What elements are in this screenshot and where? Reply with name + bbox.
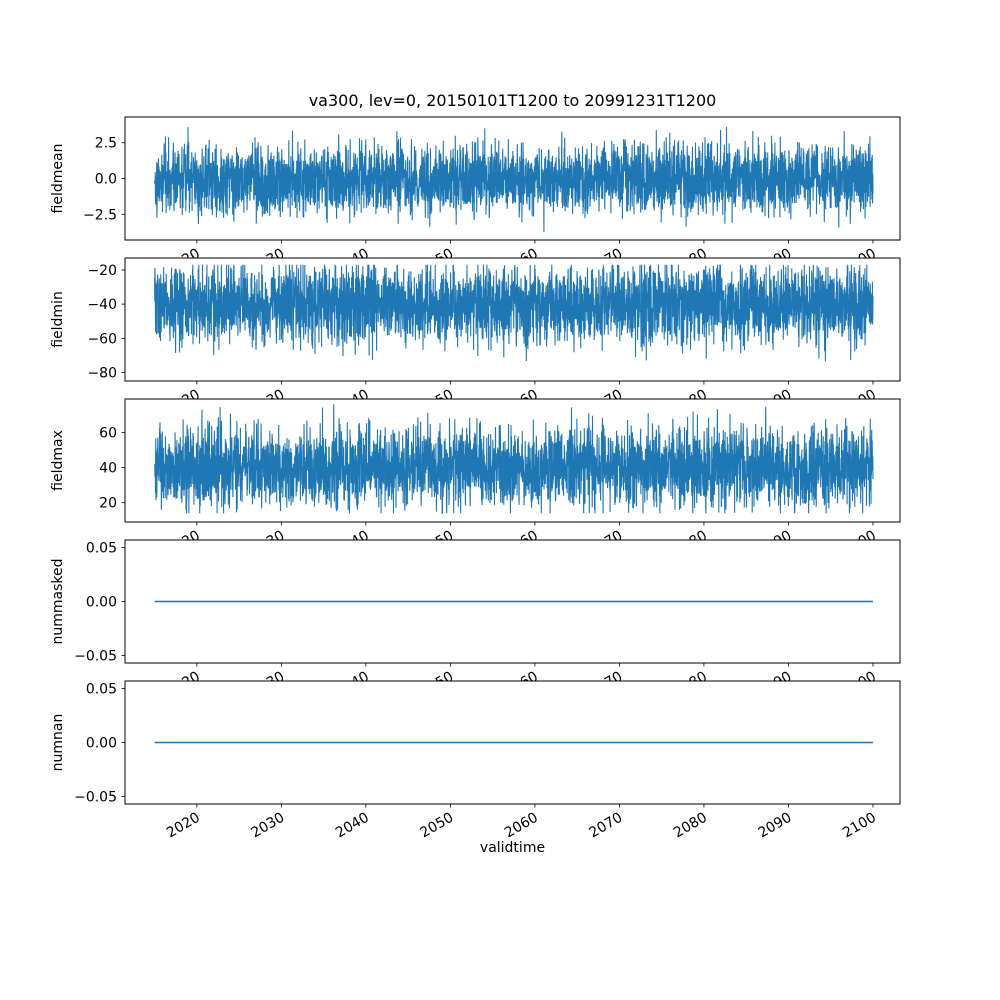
y-tick-label: 2.5 xyxy=(95,136,117,152)
axis-ylabel: nummasked xyxy=(50,558,66,644)
y-tick-label: 0.00 xyxy=(86,736,117,752)
subplot-fieldmin: 202020302040205020602070208020902100−20−… xyxy=(50,257,901,418)
y-tick-label: 0.0 xyxy=(95,172,117,188)
figure-xlabel: validtime xyxy=(480,840,545,856)
subplot-nummasked: 2020203020402050206020702080209021000.05… xyxy=(50,539,901,700)
x-tick-label: 2040 xyxy=(333,810,372,842)
axis-ylabel: fieldmean xyxy=(50,144,66,214)
y-tick-label: 0.05 xyxy=(86,682,117,698)
figure-title: va300, lev=0, 20150101T1200 to 20991231T… xyxy=(309,91,717,110)
y-tick-label: −2.5 xyxy=(83,207,117,223)
subplot-numnan: 2020 2030 2040 2050 2060 2070 2080 2090 2100 0.05… xyxy=(50,680,901,842)
axes-frame xyxy=(124,257,901,382)
axis-ylabel: numnan xyxy=(50,714,66,772)
series-line xyxy=(154,404,874,514)
y-tick-label: −0.05 xyxy=(74,648,117,664)
x-tick-label: 2060 xyxy=(502,810,541,842)
axis-ylabel: fieldmax xyxy=(50,430,66,491)
y-tick-label: 0.00 xyxy=(86,595,117,611)
y-tick-label: −80 xyxy=(87,365,117,381)
series-line xyxy=(154,264,874,362)
axis-ylabel: fieldmin xyxy=(50,291,66,348)
x-tick-label: 2080 xyxy=(671,810,710,842)
y-tick-label: −20 xyxy=(87,263,117,279)
y-tick-label: −0.05 xyxy=(74,789,117,805)
subplot-fieldmean: 2020203020402050206020702080209021002.50… xyxy=(50,116,901,277)
y-tick-label: 60 xyxy=(99,425,117,441)
subplot-fieldmax: 2020203020402050206020702080209021006040… xyxy=(50,398,901,559)
y-tick-label: 40 xyxy=(99,461,117,477)
x-tick-label: 2090 xyxy=(756,810,795,842)
y-tick-label: −40 xyxy=(87,297,117,313)
x-tick-label: 2100 xyxy=(840,810,879,842)
x-tick-label: 2070 xyxy=(587,810,626,842)
x-tick-label: 2030 xyxy=(248,810,287,842)
y-tick-label: −60 xyxy=(87,331,117,347)
x-tick-label: 2020 xyxy=(164,810,203,842)
series-line xyxy=(154,126,874,233)
y-tick-label: 20 xyxy=(99,496,117,512)
x-tick-label: 2050 xyxy=(418,810,457,842)
axes-frame xyxy=(124,398,901,523)
y-tick-label: 0.05 xyxy=(86,541,117,557)
